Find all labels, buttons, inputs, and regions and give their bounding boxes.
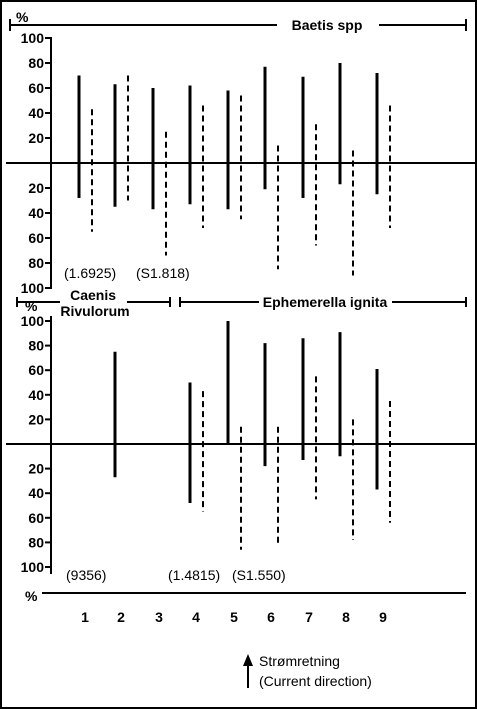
panel1-y-tick-label: 20 [28, 180, 44, 196]
panel2-title-caenis: Caenis Rivulorum [60, 287, 129, 319]
panel1-y-tick-label: 100 [21, 280, 45, 296]
panel2-annotation-2: (1.4815) [168, 567, 220, 583]
panel2-percent-label: % [25, 298, 38, 314]
x-tick-label-5: 5 [230, 609, 238, 625]
x-tick-label-3: 3 [155, 609, 163, 625]
panel2-y-tick-label: 60 [28, 510, 44, 526]
x-tick-label-8: 8 [342, 609, 350, 625]
panel1-span-baetis: Baetis spp [9, 17, 467, 33]
panel2-annotation-3: (S1.550) [232, 567, 286, 583]
panel2-y-tick-label: 100 [21, 559, 45, 575]
panel1-y-tick-label: 80 [28, 255, 44, 271]
panel2-y-tick-label: 40 [28, 387, 44, 403]
x-tick-label-1: 1 [81, 609, 89, 625]
x-tick-label-2: 2 [117, 609, 125, 625]
panel1-y-tick-label: 80 [28, 55, 44, 71]
panel2-annotation-1: (9356) [66, 567, 106, 583]
panel1-y-tick-label: 40 [28, 205, 44, 221]
panel2-span-caenis: Caenis Rivulorum [16, 287, 171, 319]
panel1-y-tick-label: 100 [21, 30, 45, 46]
x-tick-label-6: 6 [267, 609, 275, 625]
x-tick-label-4: 4 [192, 609, 200, 625]
panel1-y-tick-label: 60 [28, 230, 44, 246]
bottom-percent-label: % [25, 588, 38, 604]
panel1-y-tick-label: 60 [28, 80, 44, 96]
panel1-percent-label: % [16, 9, 29, 25]
panel1-annotation-2: (S1.818) [136, 265, 190, 281]
current-direction-label: Strømretning [259, 653, 340, 669]
panel1-title: Baetis spp [292, 17, 363, 33]
x-tick-label-9: 9 [379, 609, 387, 625]
current-direction-arrow-icon [243, 654, 253, 688]
current-direction-label-english: (Current direction) [259, 673, 372, 689]
panel2-y-tick-label: 100 [21, 313, 45, 329]
panel2-y-tick-label: 80 [28, 534, 44, 550]
x-tick-label-7: 7 [305, 609, 313, 625]
panel2-span-ephemerella: Ephemerella ignita [179, 294, 467, 310]
panel2-y-tick-label: 20 [28, 461, 44, 477]
panel2-y-tick-label: 80 [28, 338, 44, 354]
panel2-y-tick-label: 40 [28, 485, 44, 501]
panel1-annotation-1: (1.6925) [64, 265, 116, 281]
panel1-y-tick-label: 20 [28, 130, 44, 146]
panel2-y-tick-label: 20 [28, 411, 44, 427]
panel1-y-tick-label: 40 [28, 105, 44, 121]
panel2-title-ephemerella: Ephemerella ignita [263, 294, 388, 310]
panel2-y-tick-label: 60 [28, 362, 44, 378]
